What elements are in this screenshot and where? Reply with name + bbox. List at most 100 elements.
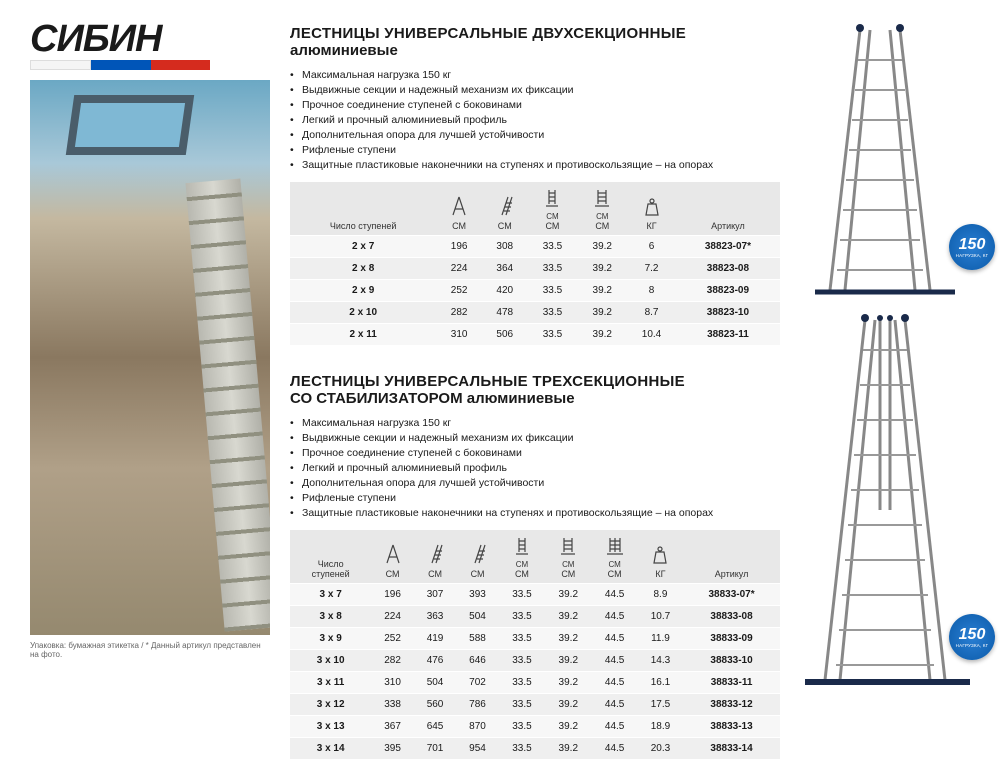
section1-bullets: Максимальная нагрузка 150 кгВыдвижные се… bbox=[290, 67, 780, 172]
logo-text: СИБИН bbox=[30, 20, 270, 58]
section1-title: ЛЕСТНИЦЫ УНИВЕРСАЛЬНЫЕ ДВУХСЕКЦИОННЫЕ bbox=[290, 25, 780, 42]
table-header: СМСМ bbox=[528, 182, 578, 236]
section2-table: ЧислоступенейСМСМСМСМСМСМСМСМСМКГАртикул… bbox=[290, 530, 780, 759]
table-cell: 224 bbox=[436, 258, 482, 280]
table-cell: 38833-10 bbox=[683, 650, 780, 672]
table-cell: 196 bbox=[436, 236, 482, 258]
table-cell: 20.3 bbox=[638, 738, 683, 759]
aframe-icon bbox=[438, 195, 480, 219]
table-cell: 38833-13 bbox=[683, 716, 780, 738]
table-cell: 786 bbox=[456, 694, 498, 716]
table-cell: 33.5 bbox=[499, 584, 545, 606]
table-cell: 33.5 bbox=[499, 606, 545, 628]
badge-label: НАГРУЗКА, КГ bbox=[956, 643, 989, 648]
table-cell: 33.5 bbox=[499, 650, 545, 672]
table-cell: 504 bbox=[414, 672, 456, 694]
table-cell: 701 bbox=[414, 738, 456, 759]
table-cell: 588 bbox=[456, 628, 498, 650]
weight-icon bbox=[640, 545, 681, 567]
table-cell: 504 bbox=[456, 606, 498, 628]
table-cell: 252 bbox=[436, 280, 482, 302]
table-cell: 702 bbox=[456, 672, 498, 694]
width3-icon bbox=[593, 534, 635, 558]
table-header: СМ bbox=[371, 530, 413, 584]
table-cell: 395 bbox=[371, 738, 413, 759]
table-cell: 39.2 bbox=[545, 694, 591, 716]
table-row: 3 x 822436350433.539.244.510.738833-08 bbox=[290, 606, 780, 628]
middle-column: ЛЕСТНИЦЫ УНИВЕРСАЛЬНЫЕ ДВУХСЕКЦИОННЫЕ ал… bbox=[290, 25, 780, 759]
badge-number: 150 bbox=[959, 237, 986, 253]
table-row: 3 x 1131050470233.539.244.516.138833-11 bbox=[290, 672, 780, 694]
table-header: СМСМ bbox=[499, 530, 545, 584]
table-cell: 3 x 8 bbox=[290, 606, 371, 628]
table-row: 2 x 1028247833.539.28.738823-10 bbox=[290, 302, 780, 324]
bullet-item: Прочное соединение ступеней с боковинами bbox=[290, 97, 780, 112]
table-row: 2 x 925242033.539.2838823-09 bbox=[290, 280, 780, 302]
table-header: СМ bbox=[414, 530, 456, 584]
table-cell: 38823-08 bbox=[676, 258, 780, 280]
table-cell: 646 bbox=[456, 650, 498, 672]
table-header: Числоступеней bbox=[290, 530, 371, 584]
bullet-item: Рифленые ступени bbox=[290, 490, 780, 505]
load-badge-150: 150 НАГРУЗКА, КГ bbox=[949, 224, 995, 270]
table-cell: 282 bbox=[436, 302, 482, 324]
table-cell: 310 bbox=[371, 672, 413, 694]
table-cell: 310 bbox=[436, 324, 482, 346]
right-column: 150 НАГРУЗКА, КГ bbox=[790, 20, 990, 700]
table-row: 2 x 822436433.539.27.238823-08 bbox=[290, 258, 780, 280]
table-cell: 10.7 bbox=[638, 606, 683, 628]
table-cell: 954 bbox=[456, 738, 498, 759]
table-cell: 364 bbox=[482, 258, 528, 280]
leaning-icon bbox=[484, 195, 526, 219]
table-cell: 870 bbox=[456, 716, 498, 738]
table-row: 2 x 719630833.539.2638823-07* bbox=[290, 236, 780, 258]
table-cell: 33.5 bbox=[528, 280, 578, 302]
table-cell: 44.5 bbox=[591, 650, 637, 672]
badge-number: 150 bbox=[959, 627, 986, 643]
section2-title: ЛЕСТНИЦЫ УНИВЕРСАЛЬНЫЕ ТРЕХСЕКЦИОННЫЕ bbox=[290, 373, 780, 390]
table-cell: 17.5 bbox=[638, 694, 683, 716]
table-cell: 38823-11 bbox=[676, 324, 780, 346]
bullet-item: Легкий и прочный алюминиевый профиль bbox=[290, 460, 780, 475]
table-cell: 38833-09 bbox=[683, 628, 780, 650]
table-cell: 11.9 bbox=[638, 628, 683, 650]
bullet-item: Защитные пластиковые наконечники на ступ… bbox=[290, 505, 780, 520]
table-cell: 8.7 bbox=[627, 302, 676, 324]
table-cell: 33.5 bbox=[499, 672, 545, 694]
table-cell: 33.5 bbox=[528, 324, 578, 346]
table-header: СМ bbox=[482, 182, 528, 236]
width1-icon bbox=[501, 534, 543, 558]
weight-icon bbox=[629, 197, 674, 219]
table-cell: 2 x 11 bbox=[290, 324, 436, 346]
table-header: СМ bbox=[436, 182, 482, 236]
table-cell: 16.1 bbox=[638, 672, 683, 694]
table-cell: 38833-14 bbox=[683, 738, 780, 759]
bullet-item: Легкий и прочный алюминиевый профиль bbox=[290, 112, 780, 127]
table-cell: 39.2 bbox=[577, 236, 627, 258]
table-cell: 308 bbox=[482, 236, 528, 258]
table-cell: 39.2 bbox=[545, 584, 591, 606]
table-cell: 2 x 9 bbox=[290, 280, 436, 302]
table-cell: 419 bbox=[414, 628, 456, 650]
product-photo bbox=[30, 80, 270, 635]
section1-subtitle: алюминиевые bbox=[290, 42, 780, 59]
table-cell: 38833-11 bbox=[683, 672, 780, 694]
table-cell: 8 bbox=[627, 280, 676, 302]
table-cell: 224 bbox=[371, 606, 413, 628]
table-cell: 560 bbox=[414, 694, 456, 716]
table-cell: 39.2 bbox=[577, 280, 627, 302]
table-cell: 7.2 bbox=[627, 258, 676, 280]
bullet-item: Выдвижные секции и надежный механизм их … bbox=[290, 430, 780, 445]
ladder-image-bottom: 150 НАГРУЗКА, КГ bbox=[790, 310, 990, 690]
table-cell: 44.5 bbox=[591, 716, 637, 738]
table-cell: 18.9 bbox=[638, 716, 683, 738]
table-cell: 44.5 bbox=[591, 672, 637, 694]
width2-icon bbox=[579, 186, 625, 210]
table-cell: 3 x 14 bbox=[290, 738, 371, 759]
table-cell: 44.5 bbox=[591, 606, 637, 628]
table-cell: 33.5 bbox=[499, 628, 545, 650]
table-cell: 476 bbox=[414, 650, 456, 672]
table-cell: 39.2 bbox=[577, 302, 627, 324]
table-row: 3 x 1233856078633.539.244.517.538833-12 bbox=[290, 694, 780, 716]
table-header: СМСМ bbox=[545, 530, 591, 584]
